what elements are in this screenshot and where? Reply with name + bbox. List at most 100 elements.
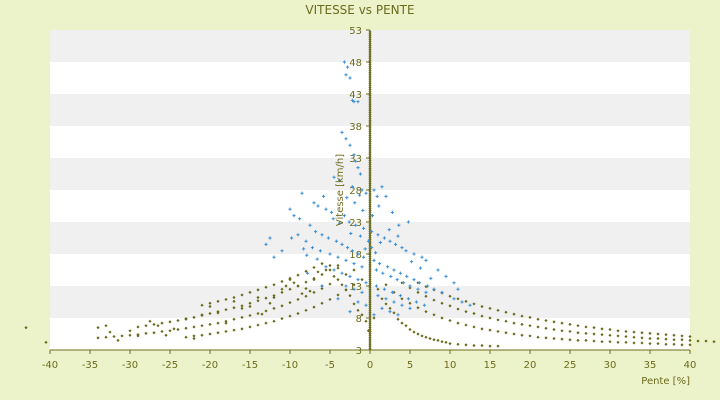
data-point <box>386 265 390 269</box>
data-point <box>200 303 204 307</box>
data-point <box>397 223 401 227</box>
data-point <box>584 331 588 335</box>
data-point <box>340 283 344 287</box>
data-point <box>272 306 276 310</box>
data-point <box>368 205 372 209</box>
data-point <box>356 300 360 304</box>
data-point <box>380 306 384 310</box>
data-point <box>568 338 572 342</box>
data-point <box>192 336 196 341</box>
data-point <box>368 61 372 65</box>
data-point <box>464 343 468 347</box>
data-point <box>536 317 540 321</box>
data-point <box>368 151 372 155</box>
data-point <box>544 318 548 323</box>
data-point <box>296 311 300 316</box>
data-point <box>264 296 268 300</box>
data-point <box>496 344 500 348</box>
data-point <box>440 340 444 344</box>
data-point <box>429 276 433 280</box>
data-point <box>352 153 356 157</box>
data-point <box>368 137 372 142</box>
data-point <box>488 306 492 310</box>
data-point <box>108 330 112 334</box>
data-point <box>648 331 652 335</box>
data-point <box>368 291 372 295</box>
data-point <box>480 314 484 318</box>
data-point <box>368 337 372 341</box>
data-point <box>664 342 668 346</box>
data-point <box>176 327 180 332</box>
data-point <box>436 338 440 342</box>
data-point <box>528 334 532 338</box>
data-point <box>363 247 367 251</box>
data-point <box>288 207 292 211</box>
data-point <box>368 122 372 126</box>
data-point <box>358 172 362 176</box>
data-point <box>354 159 358 163</box>
data-point <box>368 262 372 266</box>
data-point <box>160 321 164 325</box>
data-point <box>216 310 220 314</box>
data-point <box>374 268 378 272</box>
data-point <box>368 176 372 180</box>
data-point <box>240 306 244 310</box>
data-point <box>368 55 372 59</box>
data-point <box>680 343 684 347</box>
data-point <box>512 312 516 316</box>
data-point <box>448 294 452 298</box>
data-point <box>256 299 260 303</box>
data-point <box>368 145 372 149</box>
data-point <box>568 329 572 334</box>
data-point <box>368 158 372 163</box>
data-point <box>368 160 372 165</box>
data-point <box>448 318 452 323</box>
data-point <box>608 333 612 337</box>
data-point <box>416 306 420 310</box>
data-point <box>332 268 336 272</box>
data-point <box>460 300 464 304</box>
data-point <box>136 325 140 329</box>
data-point <box>368 62 372 67</box>
data-point <box>356 308 360 312</box>
data-point <box>368 172 372 176</box>
data-point <box>600 333 604 337</box>
data-point <box>338 221 342 225</box>
data-point <box>368 327 372 332</box>
data-point <box>456 287 460 291</box>
data-point <box>324 207 328 211</box>
data-point <box>400 321 404 325</box>
data-point <box>356 252 360 256</box>
data-point <box>320 301 324 305</box>
data-point <box>268 236 272 240</box>
data-point <box>368 107 372 111</box>
data-point <box>406 220 410 224</box>
data-point <box>560 337 564 341</box>
data-point <box>348 143 352 147</box>
data-point <box>408 306 412 310</box>
data-point <box>331 217 335 221</box>
data-point <box>312 265 316 270</box>
data-point <box>332 175 336 179</box>
data-point <box>320 284 324 288</box>
data-point <box>368 93 372 97</box>
data-point <box>368 285 372 289</box>
data-point <box>316 270 320 274</box>
data-point <box>368 164 372 168</box>
data-point <box>560 329 564 333</box>
data-point <box>256 311 260 316</box>
data-point <box>326 236 330 240</box>
data-point <box>552 320 556 324</box>
data-point <box>368 320 372 324</box>
data-point <box>364 303 368 307</box>
x-tick-label: -35 <box>82 360 98 371</box>
data-point <box>472 343 476 348</box>
x-tick-label: -5 <box>325 360 335 371</box>
data-point <box>368 241 372 245</box>
data-point <box>656 336 660 341</box>
data-point <box>380 185 384 189</box>
data-point <box>248 313 252 318</box>
data-point <box>368 295 372 299</box>
data-point <box>368 266 372 270</box>
data-point <box>368 293 372 297</box>
